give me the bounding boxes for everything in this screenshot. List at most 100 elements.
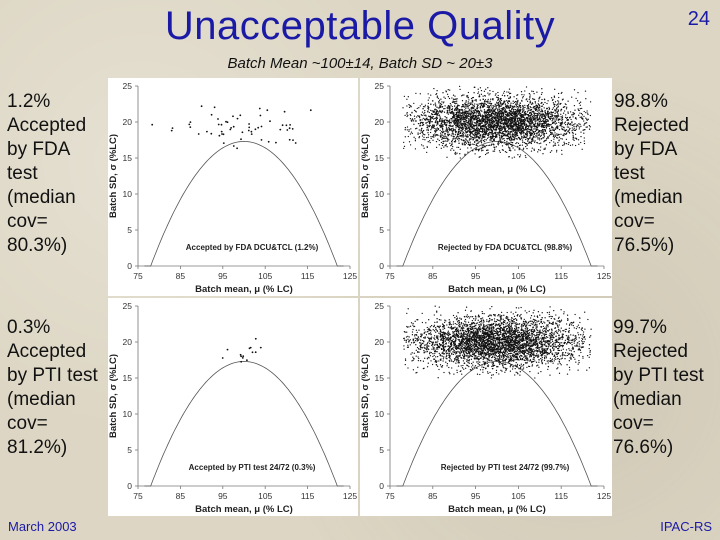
side-line: Rejected <box>613 341 688 362</box>
data-point <box>520 117 523 119</box>
data-point <box>538 113 541 115</box>
data-point <box>525 118 528 120</box>
data-point <box>550 97 553 99</box>
data-point <box>294 142 297 144</box>
data-point <box>436 110 439 112</box>
data-point <box>441 323 444 325</box>
data-point <box>465 117 468 120</box>
data-point <box>444 97 446 100</box>
data-point <box>435 118 438 121</box>
data-point <box>545 139 547 141</box>
data-point <box>410 120 413 122</box>
data-point <box>534 128 536 130</box>
data-point <box>533 324 535 326</box>
data-point <box>480 89 483 92</box>
data-point <box>556 117 558 119</box>
data-point <box>521 97 524 99</box>
data-point <box>535 117 538 119</box>
data-point <box>574 117 577 120</box>
data-point <box>536 128 538 130</box>
data-point <box>250 133 253 135</box>
data-point <box>404 136 406 138</box>
data-point <box>447 112 449 114</box>
data-point <box>309 109 312 112</box>
data-point <box>416 331 418 334</box>
data-point <box>422 130 424 133</box>
data-point <box>464 102 466 105</box>
data-point <box>475 107 478 109</box>
data-point <box>465 115 467 118</box>
data-point <box>459 123 461 126</box>
data-point <box>504 127 506 129</box>
data-point <box>151 123 154 126</box>
data-point <box>428 97 430 99</box>
data-point <box>517 154 519 156</box>
data-point <box>448 111 451 113</box>
data-point <box>463 325 465 327</box>
data-point <box>489 111 491 113</box>
data-point <box>476 116 478 119</box>
data-point <box>496 111 498 114</box>
data-point <box>557 326 559 328</box>
data-point <box>461 143 464 146</box>
data-point <box>557 100 559 102</box>
data-point <box>471 103 474 105</box>
data-point <box>497 342 499 345</box>
data-point <box>493 125 495 128</box>
data-point <box>477 104 479 107</box>
data-point <box>583 120 585 122</box>
data-point <box>529 329 531 331</box>
data-point <box>428 123 431 125</box>
side-line: 99.7% <box>613 317 667 338</box>
data-point <box>455 127 457 129</box>
data-point <box>496 115 498 117</box>
data-point <box>430 109 432 112</box>
data-point <box>563 110 566 112</box>
data-point <box>521 100 523 102</box>
data-point <box>531 118 533 121</box>
data-point <box>452 145 454 148</box>
data-point <box>213 106 216 109</box>
data-point <box>475 100 477 102</box>
data-point <box>419 105 421 107</box>
data-point <box>468 104 470 107</box>
data-point <box>524 127 527 130</box>
data-point <box>491 119 493 121</box>
data-point <box>491 117 493 119</box>
data-point <box>531 128 533 130</box>
data-point <box>540 146 542 148</box>
data-point <box>514 133 516 135</box>
data-point <box>511 139 514 141</box>
data-point <box>478 156 480 158</box>
data-point <box>512 106 514 109</box>
data-point <box>504 95 506 97</box>
data-point <box>533 148 535 150</box>
data-point <box>461 132 464 135</box>
data-point <box>454 151 457 154</box>
data-point <box>423 331 426 334</box>
data-point <box>538 109 540 112</box>
slide-title: Unacceptable Quality <box>164 4 556 48</box>
side-line: by PTI test <box>7 365 98 386</box>
data-point <box>547 116 550 119</box>
data-point <box>433 110 435 113</box>
data-point <box>461 103 464 106</box>
data-point <box>453 112 455 114</box>
data-point <box>501 356 503 358</box>
data-point <box>423 113 425 115</box>
data-point <box>537 131 539 134</box>
data-point <box>563 122 566 124</box>
data-point <box>531 320 533 322</box>
data-point <box>506 124 509 126</box>
data-point <box>521 124 523 126</box>
data-point <box>451 105 453 108</box>
data-point <box>534 101 536 103</box>
data-point <box>541 91 543 94</box>
data-point <box>529 100 531 102</box>
data-point <box>455 153 457 155</box>
data-point <box>441 101 443 103</box>
data-point <box>448 133 451 136</box>
data-point <box>445 136 448 138</box>
data-point <box>432 126 434 129</box>
data-point <box>547 123 549 125</box>
